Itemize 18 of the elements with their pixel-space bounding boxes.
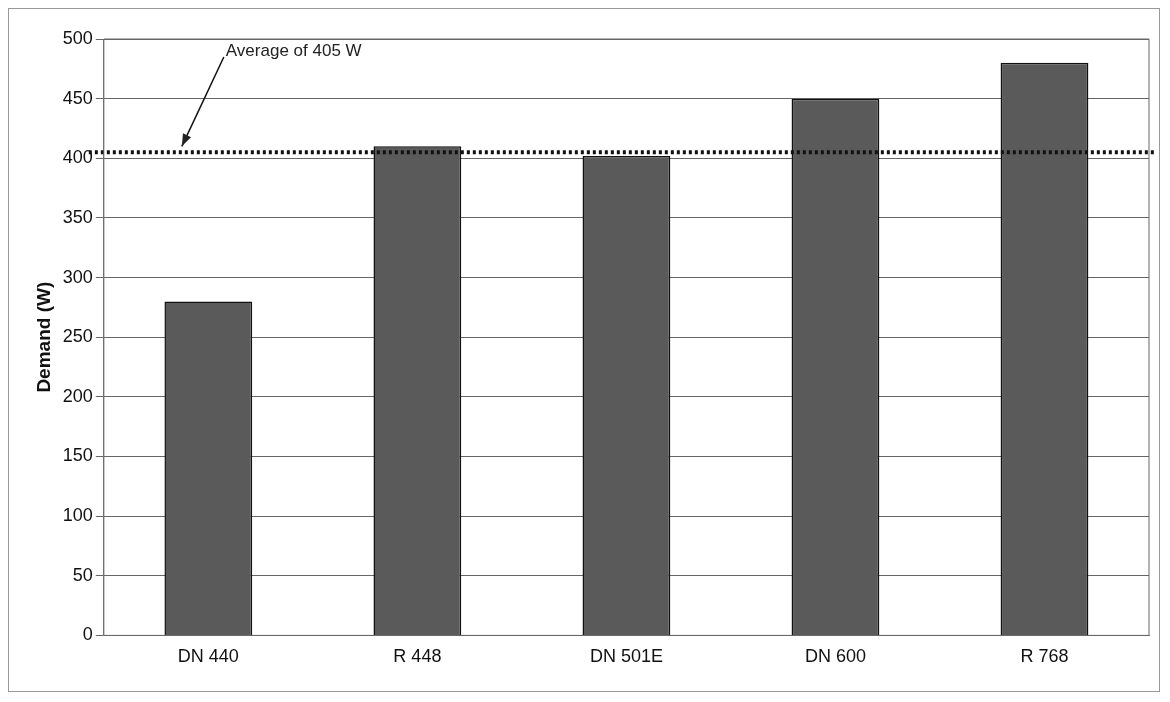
y-axis-title: Demand (W) bbox=[32, 281, 54, 393]
y-tick-label: 200 bbox=[62, 385, 93, 406]
y-tick-label: 250 bbox=[62, 326, 93, 347]
x-tick-label: DN 600 bbox=[804, 646, 866, 667]
y-tick-label: 500 bbox=[62, 27, 93, 48]
x-tick-label: DN 440 bbox=[177, 646, 239, 667]
y-tick-label: 400 bbox=[62, 147, 93, 168]
y-tick-label: 300 bbox=[62, 266, 93, 287]
y-tick-label: 0 bbox=[82, 624, 93, 645]
y-tick-label: 100 bbox=[62, 505, 93, 526]
x-tick-label: DN 501E bbox=[589, 646, 663, 667]
y-tick-label: 50 bbox=[72, 564, 93, 585]
x-tick-label: R 768 bbox=[1020, 646, 1069, 667]
y-tick-label: 150 bbox=[62, 445, 93, 466]
ref-line-label: Average of 405 W bbox=[225, 40, 362, 60]
y-tick-label: 450 bbox=[62, 87, 93, 108]
y-tick-label: 350 bbox=[62, 206, 93, 227]
x-tick-label: R 448 bbox=[393, 646, 442, 667]
